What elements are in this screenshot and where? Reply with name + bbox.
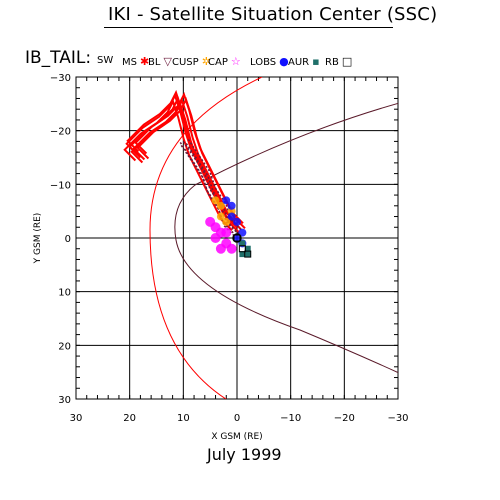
y-axis-label: Y GSM (RE): [33, 213, 43, 265]
point-cusp: [216, 201, 225, 210]
legend-label: BL: [148, 57, 161, 68]
y-tick-label: 20: [58, 341, 71, 352]
trajectory-ms: [132, 97, 242, 231]
legend-symbol-icon: □: [341, 55, 353, 68]
legend-symbol-icon: ●: [279, 55, 289, 68]
point-lobs: [227, 201, 236, 210]
y-tick-label: −20: [50, 127, 71, 138]
title-underline: [104, 27, 393, 28]
legend-symbol-icon: ✱: [139, 55, 150, 68]
y-tick-label: 0: [65, 234, 71, 245]
trajectory-bl: [180, 144, 236, 238]
legend-label: CAP: [208, 57, 228, 68]
legend-symbol-icon: ▽: [163, 55, 172, 68]
legend-label: LOBS: [250, 57, 277, 68]
x-tick-label: 30: [70, 413, 83, 424]
point-cusp: [222, 217, 231, 226]
x-tick-label: −20: [334, 413, 355, 424]
trajectory-ms: [136, 96, 246, 230]
point-cap: [215, 243, 226, 254]
legend-item-bl: BL ▽: [148, 55, 172, 68]
point-aur: [239, 251, 246, 258]
point-aur: [239, 240, 246, 247]
x-tick-label: 20: [123, 413, 136, 424]
point-cap: [221, 227, 232, 238]
bow-shock-curve: [149, 77, 263, 399]
x-tick-label: 0: [234, 413, 240, 424]
legend-label: SW: [97, 55, 114, 66]
point-rb: [244, 250, 252, 258]
point-lobs: [222, 196, 231, 205]
x-tick-label: 10: [177, 413, 190, 424]
plot-content: [123, 77, 398, 399]
legend-prefix: IB_TAIL:: [25, 48, 92, 68]
legend-label: AUR: [288, 57, 310, 68]
point-rb: [238, 245, 246, 253]
legend-item-cusp: CUSP ✲: [172, 55, 211, 68]
x-axis-label: X GSM (RE): [211, 432, 262, 442]
legend-label: MS: [122, 57, 137, 68]
footer-date: July 1999: [207, 445, 282, 464]
trajectory-ms: [126, 89, 236, 223]
point-lobs: [233, 234, 241, 242]
point-cusp: [211, 196, 220, 205]
point-lobs: [227, 212, 236, 221]
point-cap: [226, 243, 237, 254]
legend-item-ms: MS ✱: [122, 55, 149, 68]
point-aur: [244, 245, 251, 252]
earth-marker: [232, 233, 242, 243]
point-cusp: [216, 212, 225, 221]
y-tick-label: 30: [58, 395, 71, 406]
y-tick-label: −10: [50, 180, 71, 191]
legend-item-aur: AUR ▪: [288, 55, 320, 68]
magnetopause-curve: [174, 102, 398, 374]
legend-item-sw: SW: [97, 55, 113, 66]
legend-symbol-icon: ✲: [201, 55, 211, 68]
legend-symbol-icon: ▪: [312, 55, 320, 68]
point-cap: [210, 233, 221, 243]
legend-label: CUSP: [172, 57, 199, 68]
y-tick-label: 10: [58, 288, 71, 299]
legend-item-lobs: LOBS ●: [250, 55, 289, 68]
legend-item-rb: RB □: [325, 55, 352, 68]
y-tick-label: −30: [50, 73, 71, 84]
legend-item-cap: CAP ☆: [208, 55, 241, 68]
point-aur: [244, 251, 251, 258]
legend-symbol-icon: ☆: [230, 55, 241, 68]
trajectory-ms: [123, 98, 233, 232]
x-tick-label: −30: [387, 413, 408, 424]
x-tick-label: −10: [280, 413, 301, 424]
chart-title: IKI - Satellite Situation Center (SSC): [108, 4, 438, 25]
legend-label: RB: [325, 57, 339, 68]
point-lobs: [233, 217, 241, 226]
point-rb: [233, 234, 241, 242]
